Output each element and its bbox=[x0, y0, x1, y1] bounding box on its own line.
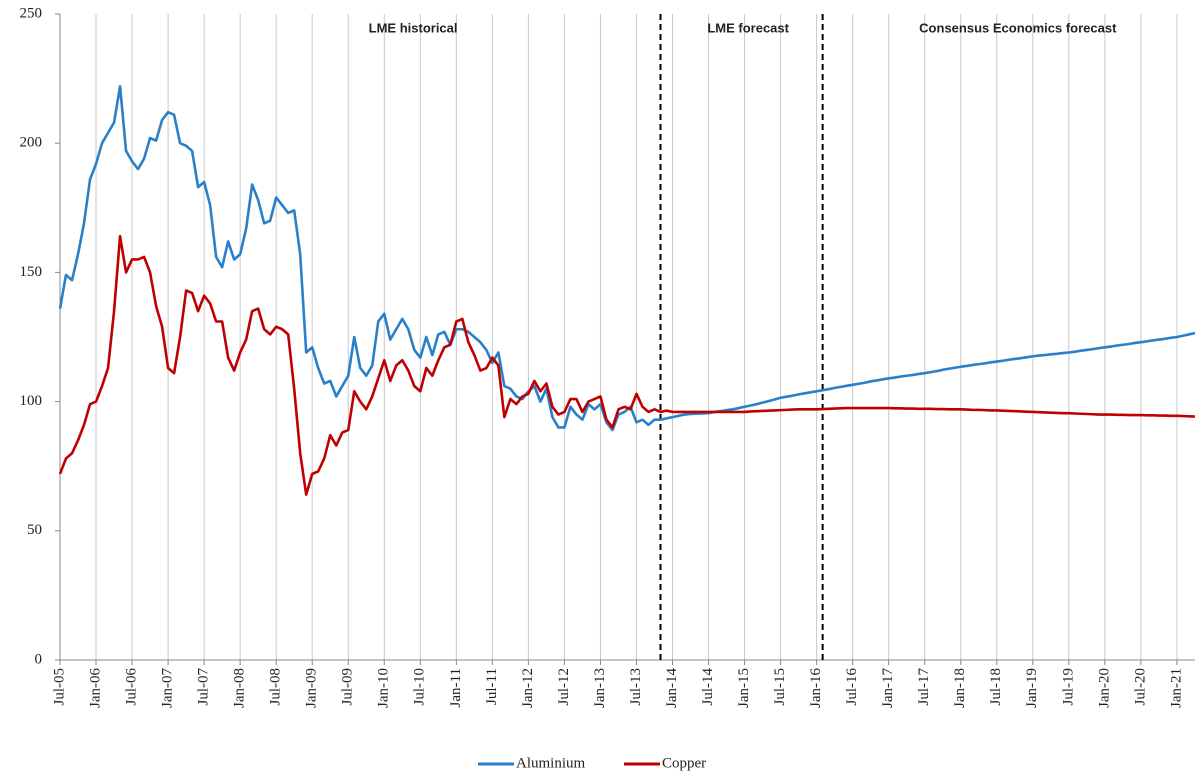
y-tick-label: 50 bbox=[27, 522, 42, 538]
x-tick-label: Jul-20 bbox=[1132, 668, 1148, 706]
x-tick-label: Jul-10 bbox=[412, 668, 428, 706]
x-tick-label: Jul-14 bbox=[700, 668, 716, 706]
x-tick-label: Jan-20 bbox=[1096, 668, 1112, 708]
x-tick-label: Jul-05 bbox=[51, 668, 67, 706]
x-tick-label: Jul-16 bbox=[844, 668, 860, 706]
x-tick-label: Jan-18 bbox=[952, 668, 968, 708]
annotation: LME historical bbox=[369, 20, 458, 35]
x-tick-label: Jan-14 bbox=[664, 668, 680, 708]
x-tick-label: Jan-17 bbox=[880, 668, 896, 708]
series-line bbox=[58, 234, 1195, 496]
series-line bbox=[58, 85, 1195, 432]
legend-label: Copper bbox=[662, 755, 706, 771]
x-tick-label: Jul-09 bbox=[340, 668, 356, 706]
x-tick-label: Jul-12 bbox=[556, 668, 572, 706]
annotation: Consensus Economics forecast bbox=[919, 20, 1117, 35]
x-tick-label: Jul-17 bbox=[916, 668, 932, 706]
legend-label: Aluminium bbox=[516, 755, 586, 771]
x-tick-label: Jul-06 bbox=[123, 668, 139, 706]
x-tick-label: Jan-13 bbox=[592, 668, 608, 708]
x-tick-label: Jul-07 bbox=[196, 668, 212, 706]
x-tick-label: Jan-07 bbox=[160, 668, 176, 708]
x-tick-label: Jan-12 bbox=[520, 668, 536, 708]
x-tick-label: Jan-15 bbox=[736, 668, 752, 708]
y-tick-label: 150 bbox=[20, 264, 43, 280]
annotation: LME forecast bbox=[707, 20, 789, 35]
y-tick-label: 0 bbox=[35, 651, 43, 667]
x-tick-label: Jan-08 bbox=[232, 668, 248, 708]
x-tick-label: Jan-09 bbox=[304, 668, 320, 708]
x-tick-label: Jul-13 bbox=[628, 668, 644, 706]
x-tick-label: Jul-08 bbox=[268, 668, 284, 706]
y-tick-label: 200 bbox=[20, 135, 43, 151]
x-tick-label: Jan-06 bbox=[87, 668, 103, 708]
x-tick-label: Jul-11 bbox=[484, 668, 500, 705]
x-tick-label: Jan-10 bbox=[376, 668, 392, 708]
x-tick-label: Jan-11 bbox=[448, 668, 464, 707]
x-tick-label: Jan-21 bbox=[1168, 668, 1184, 708]
x-tick-label: Jul-18 bbox=[988, 668, 1004, 706]
x-tick-label: Jan-19 bbox=[1024, 668, 1040, 708]
x-tick-label: Jul-15 bbox=[772, 668, 788, 706]
x-tick-label: Jan-16 bbox=[808, 668, 824, 708]
y-tick-label: 100 bbox=[20, 393, 43, 409]
x-tick-label: Jul-19 bbox=[1060, 668, 1076, 706]
y-tick-label: 250 bbox=[20, 5, 43, 21]
